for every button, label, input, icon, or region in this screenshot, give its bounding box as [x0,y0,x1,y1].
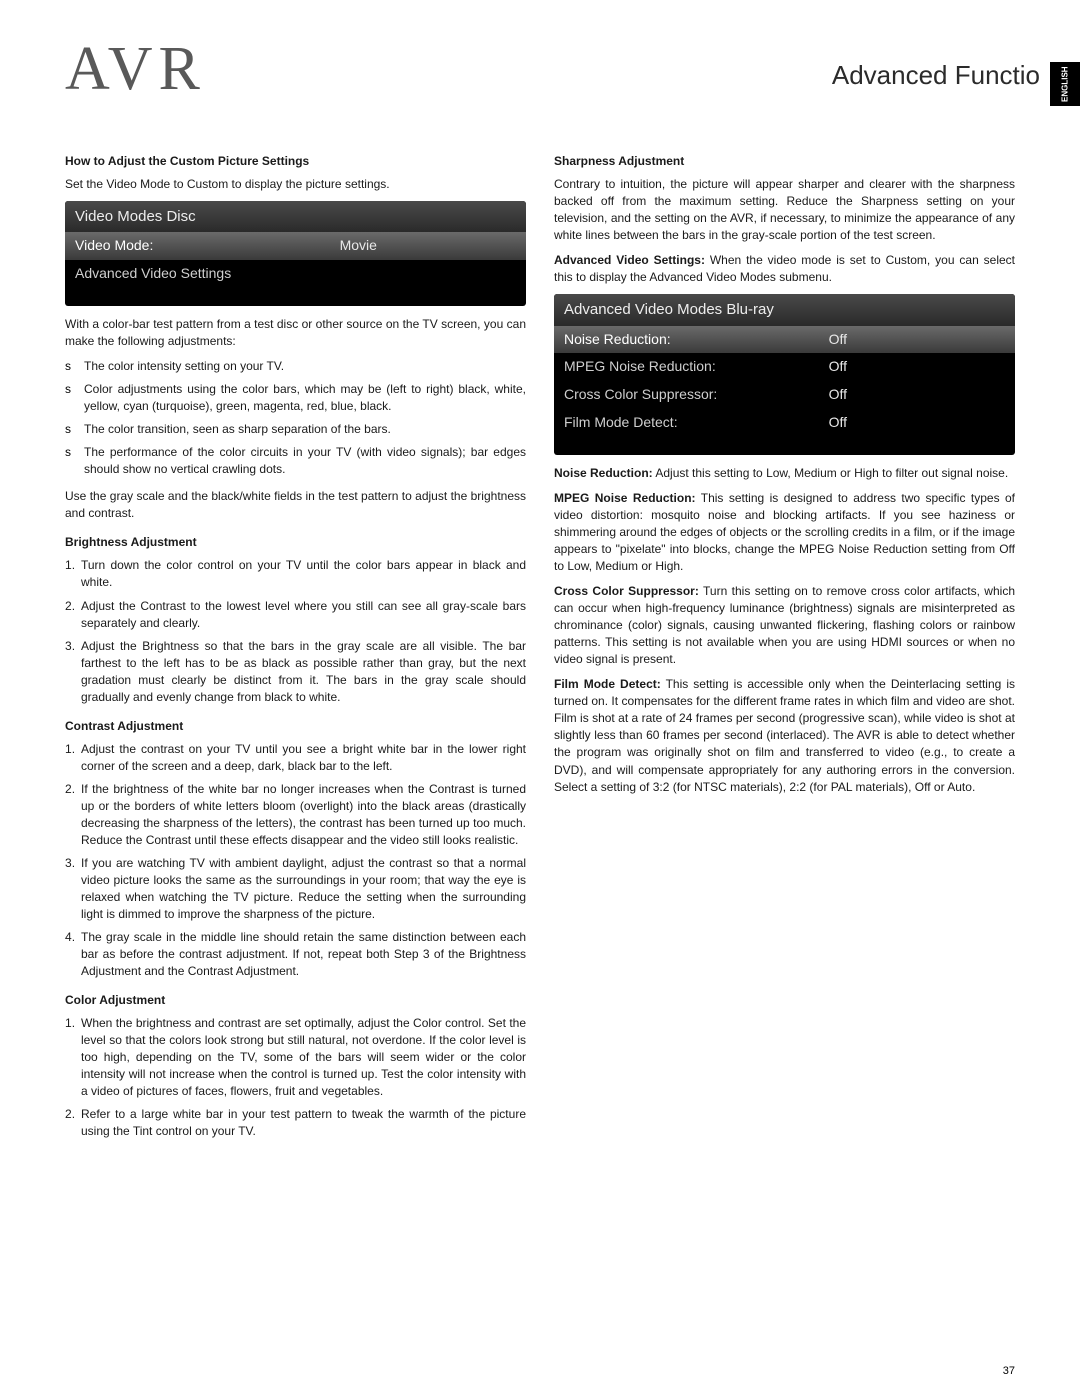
heading-sharpness: Sharpness Adjustment [554,153,1015,170]
menu-value: Off [829,413,1005,433]
list-item: Adjust the Contrast to the lowest level … [65,598,526,632]
menu-value: Movie [340,236,516,256]
menu-video-modes: Video Modes Disc Video Mode: Movie Advan… [65,201,526,306]
list-item: The gray scale in the middle line should… [65,929,526,980]
list-item: Refer to a large white bar in your test … [65,1106,526,1140]
menu-row: Video Mode: Movie [65,232,526,260]
menu-row: MPEG Noise Reduction: Off [554,353,1015,381]
numbered-list: Adjust the contrast on your TV until you… [65,741,526,980]
text: Noise Reduction: Adjust this setting to … [554,465,1015,482]
bullet-list: The color intensity setting on your TV. … [65,358,526,478]
label: Film Mode Detect: [554,677,661,691]
heading-color: Color Adjustment [65,992,526,1009]
text: Use the gray scale and the black/white f… [65,488,526,522]
page-title: Advanced Functio [832,60,1040,91]
label: Cross Color Suppressor: [554,584,699,598]
menu-value: Off [829,385,1005,405]
text: Cross Color Suppressor: Turn this settin… [554,583,1015,668]
heading-custom-picture: How to Adjust the Custom Picture Setting… [65,153,526,170]
list-item: If you are watching TV with ambient dayl… [65,855,526,923]
list-item: Turn down the color control on your TV u… [65,557,526,591]
list-item: The color transition, seen as sharp sepa… [79,421,526,438]
list-item: Adjust the contrast on your TV until you… [65,741,526,775]
text: With a color-bar test pattern from a tes… [65,316,526,350]
label: Noise Reduction: [554,466,653,480]
menu-label: Cross Color Suppressor: [564,385,829,405]
list-item: If the brightness of the white bar no lo… [65,781,526,849]
text: Contrary to intuition, the picture will … [554,176,1015,244]
menu-value: Off [829,357,1005,377]
menu-title: Advanced Video Modes Blu-ray [554,294,1015,325]
menu-label: MPEG Noise Reduction: [564,357,829,377]
heading-brightness: Brightness Adjustment [65,534,526,551]
right-column: Sharpness Adjustment Contrary to intuiti… [554,141,1015,1150]
columns: How to Adjust the Custom Picture Setting… [65,141,1015,1150]
menu-row: Film Mode Detect: Off [554,409,1015,437]
numbered-list: Turn down the color control on your TV u… [65,557,526,705]
text: Advanced Video Settings: When the video … [554,252,1015,286]
menu-label: Noise Reduction: [564,330,829,350]
menu-row: Cross Color Suppressor: Off [554,381,1015,409]
menu-row: Noise Reduction: Off [554,326,1015,354]
left-column: How to Adjust the Custom Picture Setting… [65,141,526,1150]
menu-value: Off [829,330,1005,350]
heading-contrast: Contrast Adjustment [65,718,526,735]
menu-advanced-video-modes: Advanced Video Modes Blu-ray Noise Reduc… [554,294,1015,455]
menu-label: Advanced Video Settings [75,264,340,284]
page: AVR Advanced Functio How to Adjust the C… [0,0,1080,1150]
text: MPEG Noise Reduction: This setting is de… [554,490,1015,575]
menu-row: Advanced Video Settings [65,260,526,288]
text: Film Mode Detect: This setting is access… [554,676,1015,795]
menu-title: Video Modes Disc [65,201,526,232]
text: Set the Video Mode to Custom to display … [65,176,526,193]
menu-label: Video Mode: [75,236,340,256]
menu-value [340,264,516,284]
list-item: When the brightness and contrast are set… [65,1015,526,1100]
list-item: Color adjustments using the color bars, … [79,381,526,415]
label: Advanced Video Settings: [554,253,705,267]
menu-label: Film Mode Detect: [564,413,829,433]
page-number: 37 [1003,1365,1015,1377]
label: MPEG Noise Reduction: [554,491,696,505]
numbered-list: When the brightness and contrast are set… [65,1015,526,1140]
list-item: The color intensity setting on your TV. [79,358,526,375]
list-item: Adjust the Brightness so that the bars i… [65,638,526,706]
text: This setting is accessible only when the… [554,677,1015,793]
list-item: The performance of the color circuits in… [79,444,526,478]
text: Adjust this setting to Low, Medium or Hi… [653,466,1009,480]
